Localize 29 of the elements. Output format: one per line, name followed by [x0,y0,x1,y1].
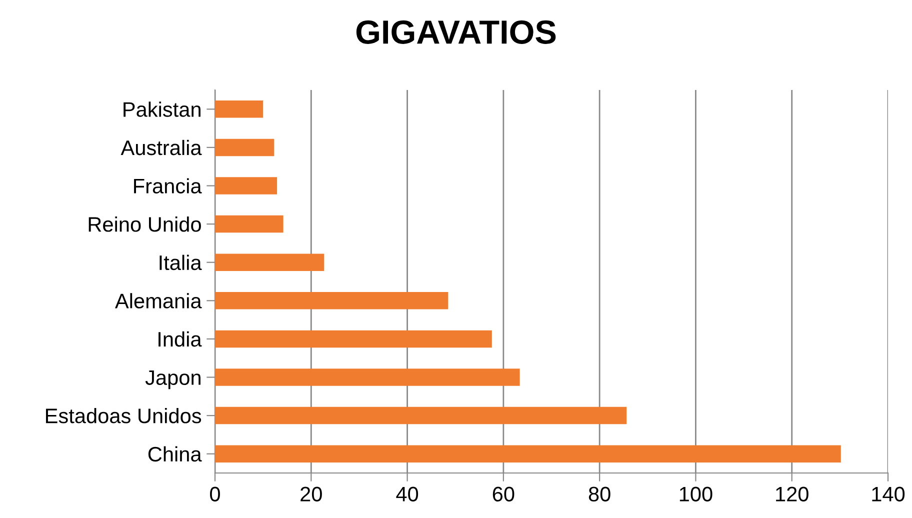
y-tick-label: Pakistan [124,102,200,117]
y-tick-label: Alemania [115,293,202,308]
y-tick-label: Japon [145,370,200,390]
bar [215,100,264,118]
x-tick-label: 80 [588,486,610,502]
bar [215,215,284,233]
bar [215,445,841,462]
y-tick-label: Francia [134,178,202,194]
y-tick-label: Australia [120,140,202,156]
bar [215,330,492,348]
bar [215,292,448,310]
x-tick-label: 0 [210,486,220,502]
bar [215,138,274,156]
x-tick-label: 120 [776,486,808,502]
y-tick-label: China [148,446,202,462]
x-tick-label: 20 [300,486,322,502]
y-tick-label: Reino Unido [88,216,201,232]
bar [215,254,324,271]
x-tick-label: 100 [680,486,712,502]
x-tick-label: 40 [396,486,418,502]
x-tick-label: 140 [872,486,905,502]
bar [215,177,278,194]
y-tick-label: Italia [160,254,202,270]
chart-title: GIGAVATIOS [356,20,556,44]
bar [215,368,520,386]
x-tick-label: 60 [492,486,514,502]
bar [215,406,626,424]
y-tick-label: Estadoas Unidos [46,408,202,424]
y-tick-label: India [158,331,202,347]
